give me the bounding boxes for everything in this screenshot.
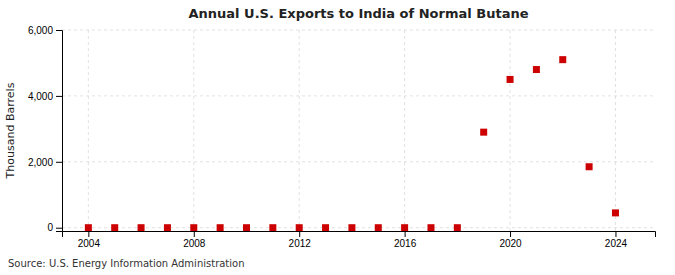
- y-axis-line: [56, 31, 63, 232]
- point: [586, 163, 593, 170]
- y-grid-line: [62, 161, 655, 162]
- point: [190, 224, 197, 231]
- point: [296, 224, 303, 231]
- x-axis-line: [63, 232, 656, 238]
- point: [480, 129, 487, 136]
- y-axis-title: Thousand Barrels: [4, 82, 17, 179]
- x-tick-mark: [615, 231, 616, 237]
- point: [111, 224, 118, 231]
- point: [559, 56, 566, 63]
- point: [348, 224, 355, 231]
- x-tick: 2024: [605, 231, 628, 249]
- y-tick-mark: [56, 96, 62, 97]
- y-tick-mark: [56, 162, 62, 163]
- x-tick: 2004: [78, 231, 101, 249]
- x-grid-line: [193, 30, 194, 231]
- x-tick: 2016: [394, 231, 417, 249]
- x-tick-mark: [194, 231, 195, 237]
- point: [164, 224, 171, 231]
- x-grid-line: [88, 30, 89, 231]
- y-tick: 6,000: [28, 25, 62, 36]
- source-note: Source: U.S. Energy Information Administ…: [8, 258, 245, 269]
- x-tick-label: 2020: [499, 238, 522, 249]
- point: [375, 224, 382, 231]
- point: [243, 224, 250, 231]
- x-tick-mark: [88, 231, 89, 237]
- y-tick-label: 0: [47, 222, 53, 233]
- point: [217, 224, 224, 231]
- y-tick: 2,000: [28, 157, 62, 168]
- x-grid-line: [404, 30, 405, 231]
- point: [85, 224, 92, 231]
- x-grid-line: [615, 30, 616, 231]
- y-tick-label: 2,000: [28, 157, 53, 168]
- x-tick-mark: [405, 231, 406, 237]
- x-tick-label: 2024: [605, 238, 628, 249]
- x-axis: 2004 2008 2012 2016 2020 2024: [63, 231, 656, 249]
- x-grid-line: [299, 30, 300, 231]
- points: [85, 56, 619, 231]
- x-tick: 2008: [183, 231, 206, 249]
- y-tick: 4,000: [28, 91, 62, 102]
- y-grid-line: [62, 227, 655, 228]
- y-tick-mark: [56, 30, 62, 31]
- y-tick-label: 4,000: [28, 91, 53, 102]
- y-grid-line: [62, 95, 655, 96]
- x-tick: 2020: [499, 231, 522, 249]
- y-axis: 0 2,000 4,000 6,000: [28, 25, 63, 234]
- x-tick-mark: [510, 231, 511, 237]
- chart: 2004 2008 2012 2016 2020 2024 0 2,000 4,000 6,000…: [0, 0, 675, 275]
- x-tick: 2012: [289, 231, 312, 249]
- y-tick: 0: [47, 222, 62, 233]
- x-tick-mark: [299, 231, 300, 237]
- point: [401, 224, 408, 231]
- point: [322, 224, 329, 231]
- plot: 2004 2008 2012 2016 2020 2024 0 2,000 4,000 6,000: [28, 25, 656, 249]
- point: [507, 76, 514, 83]
- y-tick-mark: [56, 228, 62, 229]
- point: [454, 224, 461, 231]
- y-tick-label: 6,000: [28, 25, 53, 36]
- x-tick-label: 2016: [394, 238, 417, 249]
- x-tick-label: 2008: [183, 238, 206, 249]
- x-tick-label: 2004: [78, 238, 101, 249]
- point: [269, 224, 276, 231]
- point: [427, 224, 434, 231]
- title: Annual U.S. Exports to India of Normal B…: [189, 6, 529, 21]
- grid: [62, 30, 655, 231]
- point: [612, 209, 619, 216]
- x-tick-label: 2012: [289, 238, 312, 249]
- point: [533, 66, 540, 73]
- x-grid-line: [510, 30, 511, 231]
- point: [138, 224, 145, 231]
- y-grid-line: [62, 30, 655, 31]
